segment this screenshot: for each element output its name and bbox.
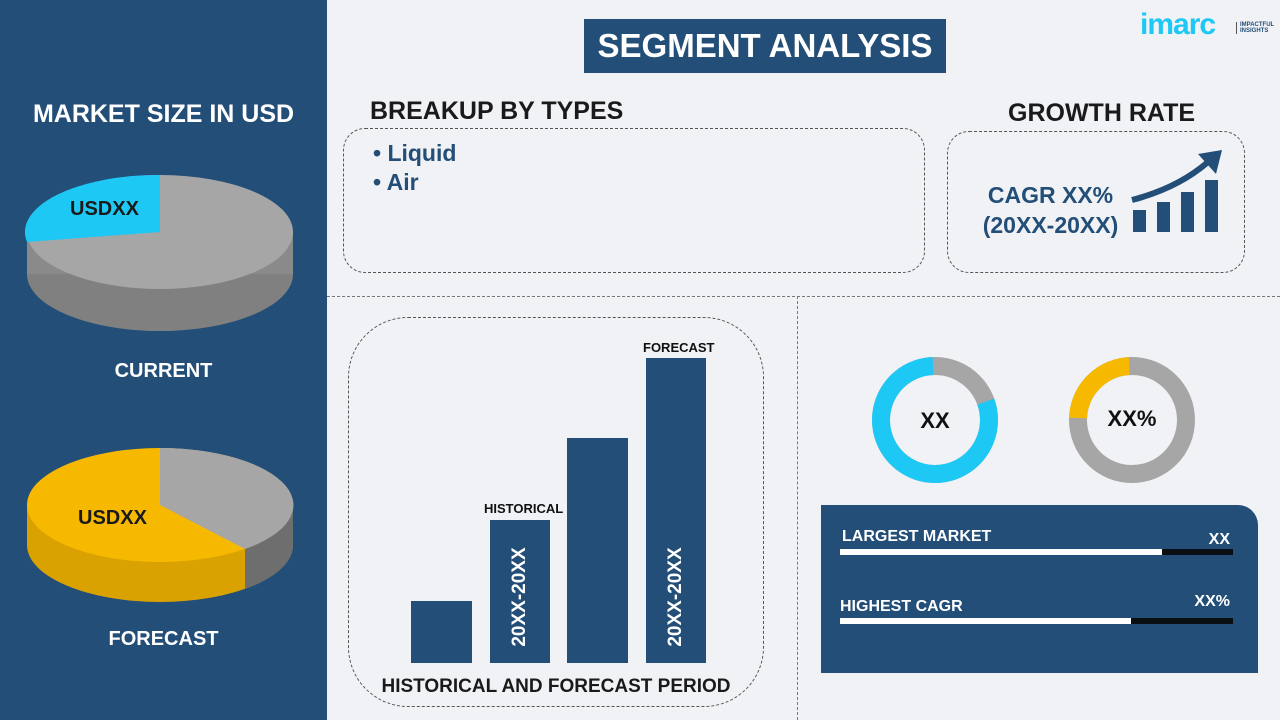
bar-3 xyxy=(567,438,628,663)
donut-2-label: XX% xyxy=(1107,406,1157,431)
bar-1 xyxy=(411,601,472,663)
breakup-heading: BREAKUP BY TYPES xyxy=(370,97,624,125)
cagr-period: (20XX-20XX) xyxy=(982,212,1119,238)
imarc-logo: imarc xyxy=(1140,8,1216,41)
breakup-box: • Liquid • Air xyxy=(343,128,925,273)
divider xyxy=(327,296,1280,297)
forecast-value: USDXX xyxy=(78,507,147,529)
historical-label: HISTORICAL xyxy=(484,501,564,516)
breakup-item: • Liquid xyxy=(373,140,457,166)
current-label: CURRENT xyxy=(114,360,213,382)
kpi-value: XX% xyxy=(1194,593,1230,610)
kpi-bar xyxy=(840,549,1233,555)
forecast-pie xyxy=(27,447,294,602)
current-pie xyxy=(24,174,293,331)
kpi-label: HIGHEST CAGR xyxy=(840,598,963,615)
bar-4-forecast xyxy=(646,358,706,663)
historical-range: 20XX-20XX xyxy=(509,547,530,647)
divider xyxy=(797,296,798,720)
kpi-panel: LARGEST MARKET XX HIGHEST CAGR XX% xyxy=(821,505,1258,673)
growth-box xyxy=(947,131,1245,273)
growth-heading: GROWTH RATE xyxy=(1008,99,1196,127)
forecast-range: 20XX-20XX xyxy=(665,547,686,647)
page-title: SEGMENT ANALYSIS xyxy=(584,19,946,73)
period-chart-title: HISTORICAL AND FORECAST PERIOD xyxy=(381,676,731,697)
market-size-heading: MARKET SIZE IN USD xyxy=(32,100,295,128)
current-slice xyxy=(24,174,161,242)
kpi-value: XX xyxy=(1208,531,1230,548)
donut-1-label: XX xyxy=(920,408,950,433)
kpi-bar xyxy=(840,618,1233,624)
donut-2-fill xyxy=(1069,357,1195,483)
growth-chart-arrow-icon xyxy=(1131,150,1222,232)
cagr-value: CAGR XX% xyxy=(987,182,1114,208)
kpi-label: LARGEST MARKET xyxy=(842,528,992,545)
donut-1-fill xyxy=(872,357,998,483)
forecast-label: FORECAST xyxy=(108,628,219,650)
bar-2-historical xyxy=(490,520,550,663)
donut-charts xyxy=(872,357,1195,483)
period-chart-box xyxy=(348,317,764,707)
logo-tagline: IMPACTFUL INSIGHTS xyxy=(1236,22,1276,34)
breakup-item: • Air xyxy=(373,169,419,195)
current-value: USDXX xyxy=(70,198,139,220)
forecast-label: FORECAST xyxy=(643,340,715,355)
